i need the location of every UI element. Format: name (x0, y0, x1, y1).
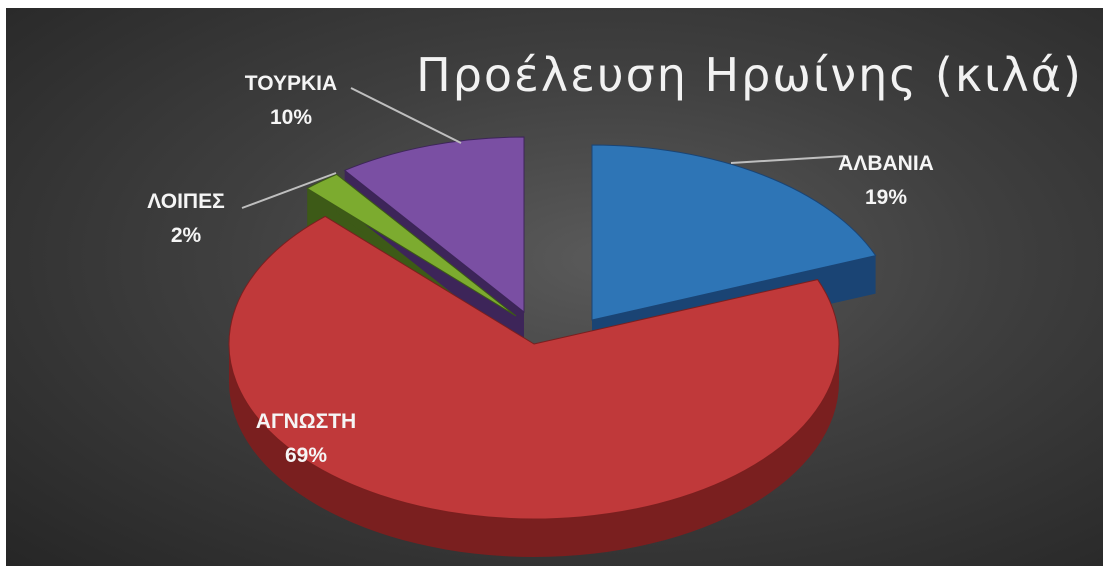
slice-pct-λοιπες: 2% (171, 224, 202, 247)
slice-pct-αλβανια: 19% (865, 186, 907, 209)
leader-line-τουρκια (350, 87, 462, 144)
slice-label-λοιπες: ΛΟΙΠΕΣ (147, 190, 224, 213)
slice-label-αλβανια: ΑΛΒΑΝΙΑ (838, 152, 934, 175)
pie-chart: ΑΛΒΑΝΙΑ 19% ΑΓΝΩΣΤΗ 69% ΛΟΙΠΕΣ 2% ΤΟΥΡΚΙΑ 10% (147, 72, 934, 557)
slice-label-τουρκια: ΤΟΥΡΚΙΑ (245, 72, 337, 95)
pie-slice-αλβανια (591, 144, 877, 321)
pie-slice-λοιπες (306, 173, 517, 317)
chart-area: Προέλευση Ηρωίνης (κιλά) ΑΛΒΑΝΙΑ 19% ΑΓΝΩΣ… (6, 8, 1103, 566)
leader-line-αλβανια (730, 155, 847, 164)
pie-slice-αγνωστη (228, 215, 840, 520)
chart-title: Προέλευση Ηρωίνης (κιλά) (416, 48, 1083, 102)
slice-label-αγνωστη: ΑΓΝΩΣΤΗ (256, 410, 356, 433)
pie-slice-side-αγνωστη (229, 344, 839, 557)
slice-pct-αγνωστη: 69% (285, 444, 327, 467)
slice-pct-τουρκια: 10% (270, 106, 312, 129)
pie-slice-τουρκια (343, 136, 525, 314)
leader-line-λοιπες (241, 172, 337, 209)
